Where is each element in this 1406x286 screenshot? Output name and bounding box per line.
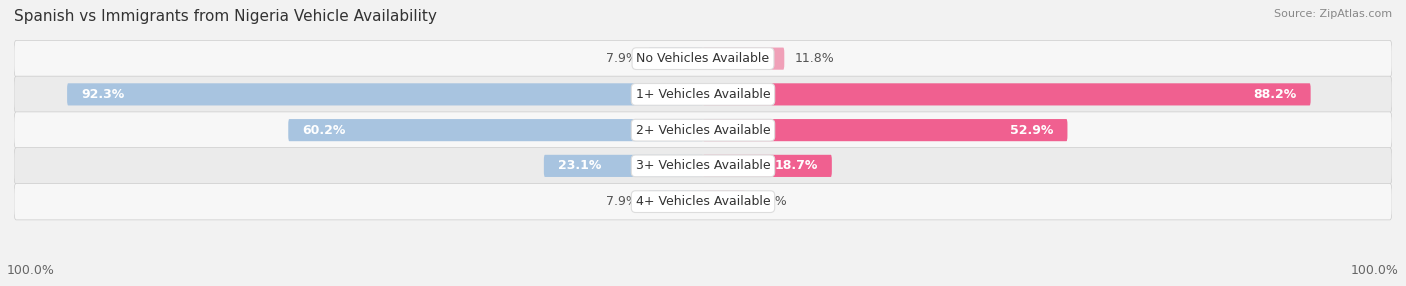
FancyBboxPatch shape xyxy=(648,47,703,70)
Text: 1+ Vehicles Available: 1+ Vehicles Available xyxy=(636,88,770,101)
FancyBboxPatch shape xyxy=(67,83,703,106)
Text: 7.9%: 7.9% xyxy=(606,195,638,208)
FancyBboxPatch shape xyxy=(288,119,703,141)
FancyBboxPatch shape xyxy=(703,190,745,213)
Text: 23.1%: 23.1% xyxy=(558,159,600,172)
FancyBboxPatch shape xyxy=(14,40,1392,77)
Text: 88.2%: 88.2% xyxy=(1254,88,1296,101)
Text: 92.3%: 92.3% xyxy=(82,88,124,101)
Text: 7.9%: 7.9% xyxy=(606,52,638,65)
FancyBboxPatch shape xyxy=(703,83,1310,106)
FancyBboxPatch shape xyxy=(14,112,1392,148)
FancyBboxPatch shape xyxy=(703,47,785,70)
FancyBboxPatch shape xyxy=(544,155,703,177)
FancyBboxPatch shape xyxy=(14,183,1392,220)
Text: 100.0%: 100.0% xyxy=(7,265,55,277)
FancyBboxPatch shape xyxy=(14,76,1392,113)
Text: Spanish vs Immigrants from Nigeria Vehicle Availability: Spanish vs Immigrants from Nigeria Vehic… xyxy=(14,9,437,23)
Text: 11.8%: 11.8% xyxy=(794,52,834,65)
Text: 2+ Vehicles Available: 2+ Vehicles Available xyxy=(636,124,770,137)
Text: 18.7%: 18.7% xyxy=(775,159,818,172)
FancyBboxPatch shape xyxy=(648,190,703,213)
Text: 100.0%: 100.0% xyxy=(1351,265,1399,277)
FancyBboxPatch shape xyxy=(703,155,832,177)
Text: 4+ Vehicles Available: 4+ Vehicles Available xyxy=(636,195,770,208)
FancyBboxPatch shape xyxy=(14,148,1392,184)
Text: 6.1%: 6.1% xyxy=(755,195,787,208)
Text: 3+ Vehicles Available: 3+ Vehicles Available xyxy=(636,159,770,172)
Text: No Vehicles Available: No Vehicles Available xyxy=(637,52,769,65)
Text: Source: ZipAtlas.com: Source: ZipAtlas.com xyxy=(1274,9,1392,19)
Text: 60.2%: 60.2% xyxy=(302,124,346,137)
FancyBboxPatch shape xyxy=(703,119,1067,141)
Text: 52.9%: 52.9% xyxy=(1011,124,1053,137)
